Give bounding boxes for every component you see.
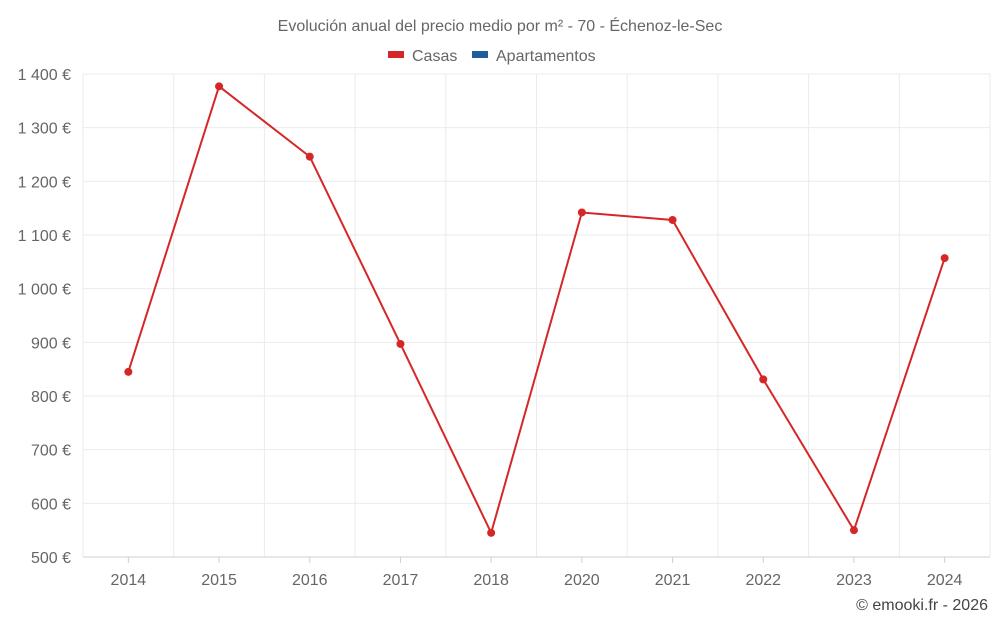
data-point-2015[interactable] [215,82,224,91]
y-tick-label: 1 300 € [18,121,71,138]
y-tick-label: 600 € [31,496,71,513]
x-tick-label: 2024 [927,572,963,589]
series-casas [124,82,949,537]
legend: Casas Apartamentos [388,48,596,65]
x-tick-label: 2018 [473,572,509,589]
legend-swatch-apartamentos [472,51,488,58]
x-tick-label: 2017 [383,572,419,589]
data-point-2021[interactable] [668,215,677,224]
x-axis-tick-labels: 2014 2015 2016 2017 2018 2020 2021 2022 2023 2024 [111,572,963,589]
data-point-2020[interactable] [577,208,586,217]
series-line-casas [127,85,946,534]
data-point-2018[interactable] [487,528,496,537]
data-point-2022[interactable] [759,375,768,384]
y-tick-label: 1 400 € [18,67,71,84]
data-point-2017[interactable] [396,339,405,348]
legend-label-apartamentos: Apartamentos [496,48,596,65]
chart-title: Evolución anual del precio medio por m² … [278,16,723,35]
x-tick-label: 2023 [836,572,872,589]
data-point-2024[interactable] [940,254,949,263]
footer-credit: © emooki.fr - 2026 [856,597,988,614]
x-tick-label: 2021 [655,572,691,589]
y-axis-tick-labels: 500 € 600 € 700 € 800 € 900 € 1 000 € 1 100 € 1… [18,67,71,567]
x-tick-label: 2020 [564,572,600,589]
legend-label-casas: Casas [412,48,457,65]
data-point-2014[interactable] [124,367,133,376]
legend-item-casas[interactable]: Casas [388,48,457,65]
x-tick-label: 2016 [292,572,328,589]
legend-item-apartamentos[interactable]: Apartamentos [472,48,596,65]
y-tick-label: 1 000 € [18,282,71,299]
data-point-2023[interactable] [849,526,858,535]
y-tick-label: 1 100 € [18,228,71,245]
data-point-2016[interactable] [305,152,314,161]
grid [82,73,991,557]
x-tick-label: 2022 [745,572,781,589]
y-tick-label: 500 € [31,550,71,567]
y-tick-label: 1 200 € [18,174,71,191]
y-tick-label: 900 € [31,335,71,352]
x-tick-label: 2014 [111,572,147,589]
y-tick-label: 700 € [31,443,71,460]
axes [83,556,990,563]
y-tick-label: 800 € [31,389,71,406]
legend-swatch-casas [388,51,404,58]
x-tick-label: 2015 [201,572,237,589]
